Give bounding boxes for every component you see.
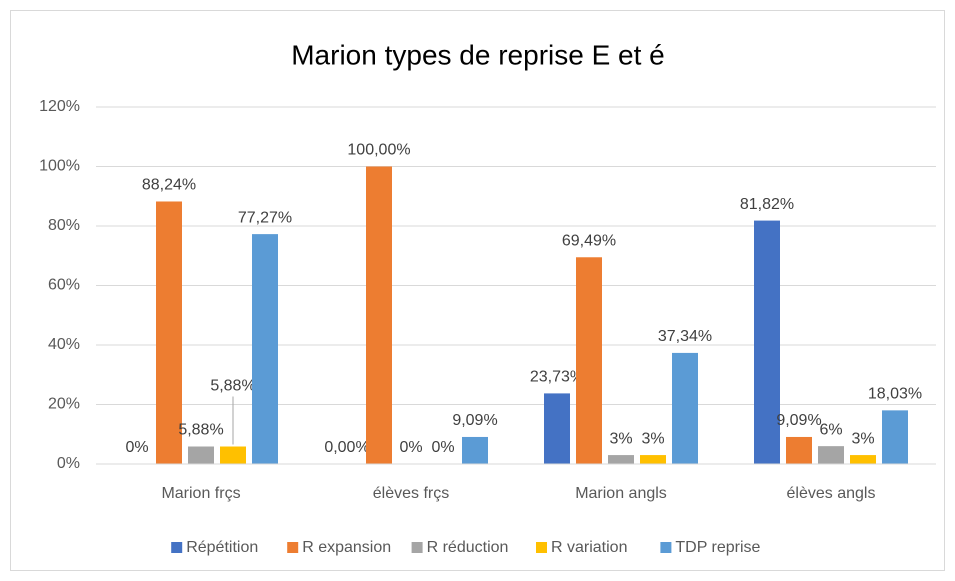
data-label: 0% xyxy=(431,439,454,456)
bar xyxy=(462,436,488,464)
data-label: 69,49% xyxy=(562,232,616,249)
data-label: 88,24% xyxy=(142,177,196,194)
bar xyxy=(640,455,666,464)
x-tick-label: Marion angls xyxy=(575,485,667,502)
bar xyxy=(220,446,246,464)
bar xyxy=(818,446,844,464)
data-label: 3% xyxy=(609,430,632,447)
data-label: 9,09% xyxy=(776,412,821,429)
y-tick-label: 40% xyxy=(48,336,80,353)
bar xyxy=(672,352,698,464)
legend-label: R variation xyxy=(551,539,627,556)
data-label: 0% xyxy=(399,439,422,456)
data-label: 100,00% xyxy=(347,142,410,159)
bar xyxy=(608,455,634,464)
y-tick-label: 80% xyxy=(48,217,80,234)
bar xyxy=(156,201,182,464)
y-tick-label: 60% xyxy=(48,277,80,294)
legend-label: R réduction xyxy=(427,539,509,556)
data-label: 5,88% xyxy=(178,422,223,439)
x-tick-label: élèves angls xyxy=(787,485,876,502)
legend-swatch xyxy=(171,542,183,553)
bar xyxy=(882,410,908,464)
chart-title: Marion types de reprise E et é xyxy=(291,39,665,70)
legend-label: TDP reprise xyxy=(675,539,760,556)
legend-label: Répétition xyxy=(186,539,258,556)
bar xyxy=(366,166,392,464)
bar xyxy=(188,446,214,464)
bar xyxy=(576,257,602,464)
y-tick-label: 120% xyxy=(39,98,80,115)
bar xyxy=(850,455,876,464)
y-tick-label: 100% xyxy=(39,158,80,175)
legend-swatch xyxy=(411,542,423,553)
bar xyxy=(754,220,780,464)
bar xyxy=(544,393,570,464)
data-label: 18,03% xyxy=(868,386,922,403)
x-tick-label: élèves frçs xyxy=(373,485,449,502)
legend-swatch xyxy=(287,542,299,553)
y-tick-label: 0% xyxy=(57,455,80,472)
data-label: 81,82% xyxy=(740,196,794,213)
bar xyxy=(252,234,278,464)
bar xyxy=(786,436,812,464)
legend-swatch xyxy=(660,542,672,553)
legend-label: R expansion xyxy=(302,539,391,556)
data-label: 0% xyxy=(125,439,148,456)
data-label: 37,34% xyxy=(658,328,712,345)
data-label: 77,27% xyxy=(238,209,292,226)
data-label: 9,09% xyxy=(452,412,497,429)
data-label: 3% xyxy=(851,430,874,447)
data-label: 0,00% xyxy=(324,439,369,456)
data-label: 23,73% xyxy=(530,369,584,386)
x-tick-label: Marion frçs xyxy=(161,485,240,502)
data-label: 3% xyxy=(641,430,664,447)
y-tick-label: 20% xyxy=(48,396,80,413)
legend-swatch xyxy=(536,542,547,553)
data-label: 6% xyxy=(819,421,842,438)
data-label: 5,88% xyxy=(210,378,255,395)
